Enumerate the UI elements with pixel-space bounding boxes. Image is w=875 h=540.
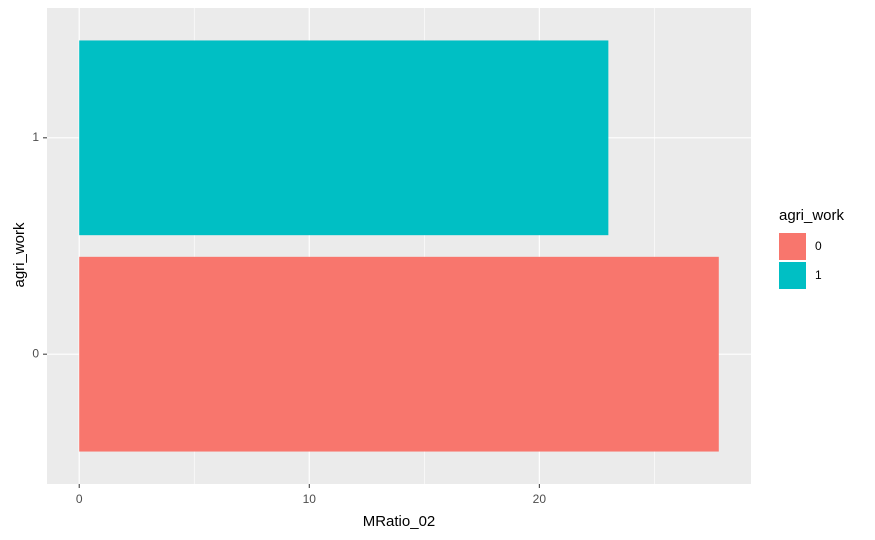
- x-tick-label: 20: [533, 492, 547, 506]
- legend-label: 0: [815, 239, 822, 253]
- marks: [79, 40, 719, 452]
- y-tick-label: 1: [32, 130, 39, 144]
- legend-key: [779, 233, 806, 260]
- legend-title: agri_work: [779, 207, 845, 224]
- x-tick-label: 10: [303, 492, 317, 506]
- bar: [79, 256, 719, 452]
- x-tick-label: 0: [76, 492, 83, 506]
- legend-key: [779, 262, 806, 289]
- y-tick-label: 0: [32, 346, 39, 360]
- y-axis-title: agri_work: [11, 222, 28, 288]
- x-axis-title: MRatio_02: [363, 513, 436, 530]
- legend-label: 1: [815, 268, 822, 282]
- bar: [79, 40, 609, 236]
